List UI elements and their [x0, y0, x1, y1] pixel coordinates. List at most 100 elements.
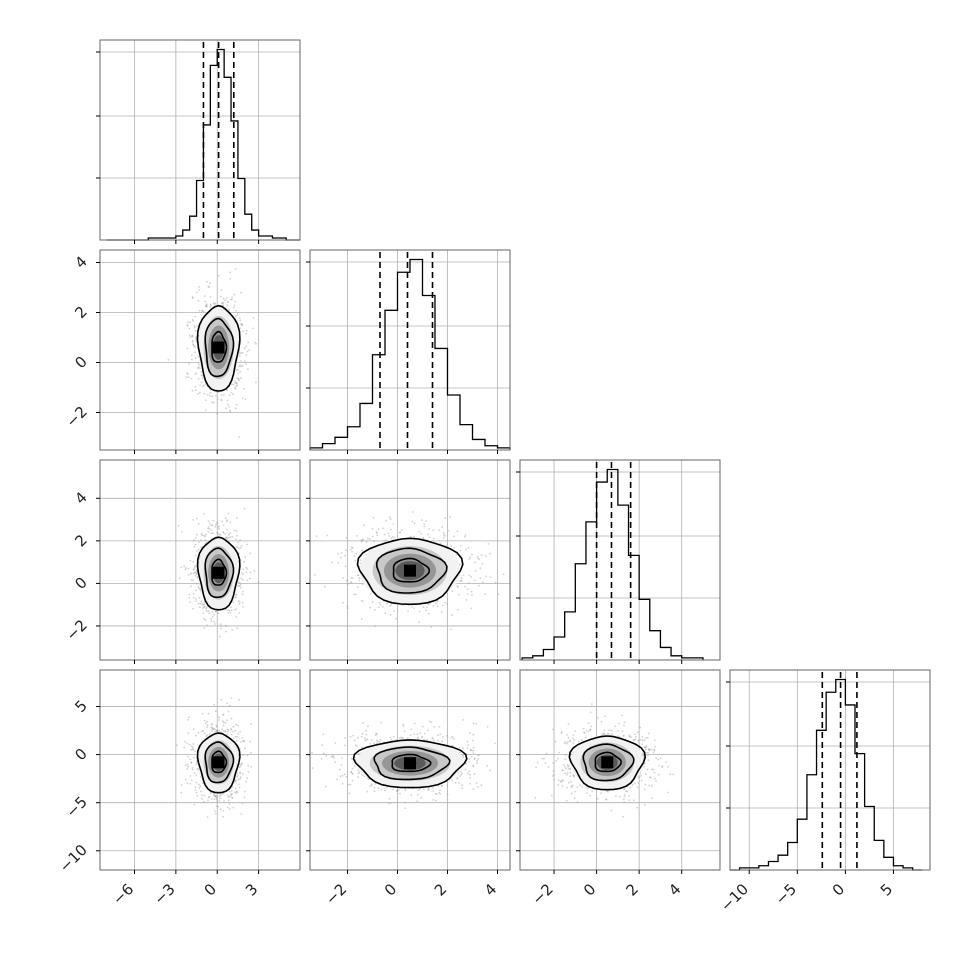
sample-point [436, 739, 439, 742]
sample-point [340, 764, 343, 766]
sample-point [474, 561, 476, 564]
sample-point [201, 310, 204, 312]
sample-point [238, 355, 241, 357]
sample-point [411, 520, 414, 523]
sample-point [193, 772, 196, 774]
sample-point [410, 728, 413, 731]
sample-point [648, 732, 650, 735]
sample-point [418, 610, 421, 613]
sample-point [222, 810, 225, 812]
sample-point [230, 391, 233, 394]
sample-point [236, 314, 239, 317]
sample-point [241, 351, 244, 354]
sample-point [502, 573, 505, 576]
sample-point [344, 565, 347, 568]
sample-point [201, 309, 204, 312]
sample-point [213, 793, 216, 796]
sample-point [240, 352, 242, 355]
sample-point [418, 621, 420, 624]
sample-point [623, 795, 626, 798]
sample-point [636, 806, 638, 809]
sample-point [196, 550, 198, 552]
sample-point [195, 572, 198, 575]
sample-point [464, 768, 467, 771]
density-panel-2-4 [306, 669, 511, 874]
sample-point [224, 722, 227, 724]
sample-point [214, 812, 217, 815]
sample-point [446, 784, 449, 787]
sample-point [248, 349, 251, 351]
sample-point [345, 775, 348, 778]
sample-point [653, 748, 655, 751]
sample-point [212, 302, 215, 304]
sample-point [429, 602, 431, 605]
sample-point [240, 324, 243, 326]
sample-point [428, 612, 430, 615]
sample-point [220, 394, 223, 396]
sample-point [243, 360, 246, 363]
sample-point [234, 787, 237, 790]
sample-point [194, 346, 196, 348]
sample-point [241, 324, 243, 327]
sample-point [200, 794, 203, 797]
sample-point [413, 607, 416, 609]
sample-point [235, 382, 238, 384]
sample-point [369, 538, 371, 540]
sample-point [195, 774, 198, 777]
sample-point [245, 329, 248, 332]
sample-point [206, 734, 209, 736]
sample-point [237, 541, 240, 544]
sample-point [220, 289, 223, 291]
sample-point [240, 322, 242, 325]
sample-point [214, 795, 217, 798]
sample-point [234, 735, 237, 738]
sample-point [209, 303, 212, 306]
sample-point [198, 289, 200, 291]
sample-point [226, 806, 229, 809]
sample-point [438, 529, 441, 532]
sample-point [413, 722, 416, 725]
sample-point [313, 574, 316, 576]
sample-point [344, 737, 346, 739]
sample-point [342, 601, 344, 604]
sample-point [350, 770, 353, 773]
sample-point [357, 776, 360, 778]
sample-point [378, 741, 381, 743]
sample-point [450, 545, 453, 548]
sample-point [337, 553, 340, 555]
sample-point [376, 531, 378, 533]
sample-point [196, 795, 199, 797]
sample-point [325, 754, 328, 757]
sample-point [192, 748, 195, 751]
sample-point [200, 546, 203, 549]
sample-point [458, 746, 461, 749]
sample-point [557, 779, 560, 781]
sample-point [547, 766, 550, 768]
sample-point [207, 527, 210, 530]
sample-point [426, 729, 429, 732]
sample-point [399, 737, 401, 739]
sample-point [249, 571, 252, 574]
sample-point [407, 610, 409, 613]
sample-point [420, 519, 423, 522]
sample-point [249, 552, 252, 555]
sample-point [220, 698, 223, 701]
sample-point [242, 578, 244, 581]
sample-point [235, 530, 238, 532]
sample-point [324, 785, 327, 788]
sample-point [222, 394, 225, 396]
sample-point [187, 321, 190, 324]
sample-point [399, 792, 401, 795]
sample-point [193, 803, 196, 806]
sample-point [443, 534, 446, 537]
sample-point [197, 585, 200, 588]
sample-point [205, 305, 208, 308]
sample-point [441, 740, 444, 743]
sample-point [439, 733, 442, 736]
sample-point [186, 782, 189, 785]
sample-point [209, 792, 212, 795]
sample-point [347, 582, 350, 585]
sample-point [202, 612, 205, 615]
sample-point [198, 587, 200, 590]
sample-point [232, 725, 235, 728]
